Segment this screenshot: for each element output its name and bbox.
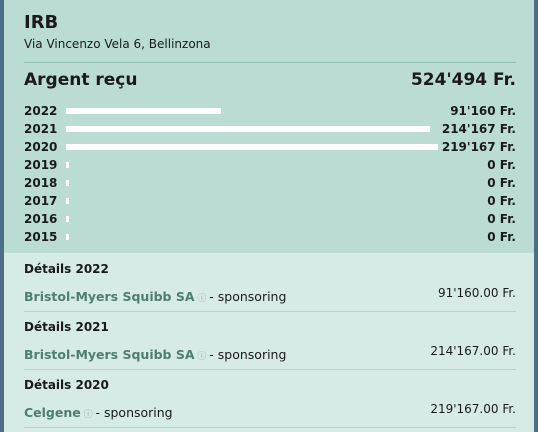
year-label: 2020 (24, 140, 58, 154)
bar (66, 144, 438, 150)
bar (66, 162, 69, 168)
detail-amount: 91'160.00 Fr. (437, 286, 516, 300)
detail-row: Bristol-Myers Squibb SA ⓘ - sponsoring (24, 286, 286, 305)
right-edge (534, 0, 538, 432)
bar (66, 234, 69, 240)
year-label: 2017 (24, 194, 58, 208)
company-link[interactable]: Bristol-Myers Squibb SA (24, 289, 195, 304)
separator (24, 369, 516, 370)
detail-amount: 219'167.00 Fr. (430, 402, 516, 416)
info-icon[interactable]: ⓘ (194, 294, 210, 304)
separator (24, 427, 516, 428)
detail-type: - sponsoring (209, 347, 287, 362)
bar (66, 180, 69, 186)
separator (24, 62, 516, 63)
details-panel (4, 253, 534, 432)
info-icon[interactable]: ⓘ (194, 352, 210, 362)
year-label: 2015 (24, 230, 58, 244)
value-label: 0 Fr. (487, 194, 516, 208)
detail-row: Celgene ⓘ - sponsoring (24, 402, 173, 421)
detail-type: - sponsoring (95, 405, 173, 420)
detail-row: Bristol-Myers Squibb SA ⓘ - sponsoring (24, 344, 286, 363)
value-label: 0 Fr. (487, 176, 516, 190)
bar (66, 108, 221, 114)
details-title: Détails 2020 (24, 378, 109, 392)
left-edge (0, 0, 4, 432)
value-label: 214'167 Fr. (441, 122, 516, 136)
year-label: 2018 (24, 176, 58, 190)
bar (66, 126, 430, 132)
value-label: 0 Fr. (487, 158, 516, 172)
details-title: Détails 2022 (24, 262, 109, 276)
year-label: 2022 (24, 104, 58, 118)
org-address: Via Vincenzo Vela 6, Bellinzona (24, 37, 211, 51)
bar (66, 216, 69, 222)
separator (24, 311, 516, 312)
value-label: 219'167 Fr. (441, 140, 516, 154)
year-label: 2016 (24, 212, 58, 226)
summary-title: Argent reçu (24, 70, 138, 90)
value-label: 0 Fr. (487, 230, 516, 244)
org-title: IRB (24, 12, 59, 33)
company-link[interactable]: Celgene (24, 405, 81, 420)
bar (66, 198, 69, 204)
summary-total: 524'494 Fr. (410, 70, 516, 90)
company-link[interactable]: Bristol-Myers Squibb SA (24, 347, 195, 362)
year-label: 2019 (24, 158, 58, 172)
value-label: 0 Fr. (487, 212, 516, 226)
year-label: 2021 (24, 122, 58, 136)
info-icon[interactable]: ⓘ (80, 410, 96, 420)
details-title: Détails 2021 (24, 320, 109, 334)
value-label: 91'160 Fr. (450, 104, 516, 118)
detail-amount: 214'167.00 Fr. (430, 344, 516, 358)
detail-type: - sponsoring (209, 289, 287, 304)
